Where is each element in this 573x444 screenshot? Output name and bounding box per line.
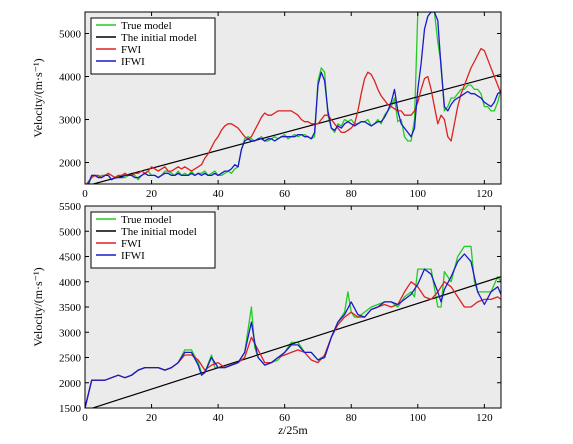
bottom-x-tick-label: 0 bbox=[82, 412, 88, 424]
top-x-tick-label: 120 bbox=[476, 188, 493, 200]
bottom-x-tick-label: 60 bbox=[279, 412, 291, 424]
x-axis-title-unit: /25m bbox=[283, 423, 308, 437]
top-x-tick-label: 40 bbox=[213, 188, 225, 200]
bottom-plot-frame bbox=[84, 205, 502, 409]
bottom-series-ifwi bbox=[85, 253, 501, 408]
bottom-x-tick-label: 120 bbox=[476, 412, 493, 424]
bottom-y-tick-label: 4500 bbox=[59, 252, 82, 264]
top-x-tick-label: 20 bbox=[146, 188, 158, 200]
top-y-axis-title: Velocity/(m·s⁻¹) bbox=[31, 58, 45, 137]
top-legend-label-true-model: True model bbox=[121, 20, 172, 32]
top-y-tick-label: 4000 bbox=[59, 72, 82, 84]
top-y-tick-label: 3000 bbox=[59, 115, 82, 127]
bottom-y-tick-label: 5500 bbox=[59, 201, 82, 213]
bottom-y-tick-label: 3500 bbox=[59, 302, 82, 314]
top-y-tick-label: 5000 bbox=[59, 29, 82, 41]
bottom-x-tick-label: 40 bbox=[213, 412, 225, 424]
x-axis-title-variable: z bbox=[277, 423, 283, 437]
bottom-x-axis-title: z/25m bbox=[277, 423, 308, 437]
top-legend-label-ifwi: IFWI bbox=[121, 56, 145, 68]
top-series-ifwi bbox=[87, 12, 501, 184]
bottom-y-tick-label: 3000 bbox=[59, 327, 82, 339]
top-legend-label-fwi: FWI bbox=[121, 44, 142, 56]
bottom-legend-box bbox=[90, 211, 216, 269]
top-series-fwi bbox=[85, 47, 501, 184]
top-chart-panel: 0 20 40 60 80 100 120 2000 3000 4000 5000 Velocity… bbox=[31, 11, 502, 200]
top-legend-label-the-initial-model: The initial model bbox=[121, 32, 197, 44]
bottom-legend-label-true-model: True model bbox=[121, 214, 172, 226]
bottom-chart-panel: 0 20 40 60 80 100 120 1500 2000 2500 3000 3500 4000 4… bbox=[31, 201, 502, 437]
bottom-x-tick-label: 20 bbox=[146, 412, 158, 424]
bottom-y-tick-label: 2000 bbox=[59, 378, 82, 390]
top-plot-frame bbox=[84, 11, 502, 185]
bottom-x-tick-label: 80 bbox=[346, 412, 358, 424]
top-legend-box bbox=[90, 17, 216, 75]
top-x-tick-label: 80 bbox=[346, 188, 358, 200]
top-series-group bbox=[85, 12, 501, 184]
bottom-legend-label-ifwi: IFWI bbox=[121, 250, 145, 262]
bottom-y-tick-label: 4000 bbox=[59, 277, 82, 289]
bottom-y-tick-label: 1500 bbox=[59, 403, 82, 415]
top-x-tick-label: 100 bbox=[410, 188, 427, 200]
bottom-y-tick-label: 2500 bbox=[59, 353, 82, 365]
bottom-legend-label-the-initial-model: The initial model bbox=[121, 226, 197, 238]
top-axis-ticks: 0 20 40 60 80 100 120 2000 3000 4000 5000 bbox=[59, 12, 501, 200]
bottom-legend-label-fwi: FWI bbox=[121, 238, 142, 250]
top-y-tick-label: 2000 bbox=[59, 158, 82, 170]
bottom-y-axis-title: Velocity/(m·s⁻¹) bbox=[31, 267, 45, 346]
bottom-series-group bbox=[85, 245, 501, 408]
bottom-axis-ticks: 0 20 40 60 80 100 120 1500 2000 2500 3000 3500 4000 4… bbox=[59, 201, 501, 424]
top-x-tick-label: 0 bbox=[82, 188, 88, 200]
bottom-x-tick-label: 100 bbox=[410, 412, 427, 424]
top-x-tick-label: 60 bbox=[279, 188, 291, 200]
bottom-y-tick-label: 5000 bbox=[59, 226, 82, 238]
